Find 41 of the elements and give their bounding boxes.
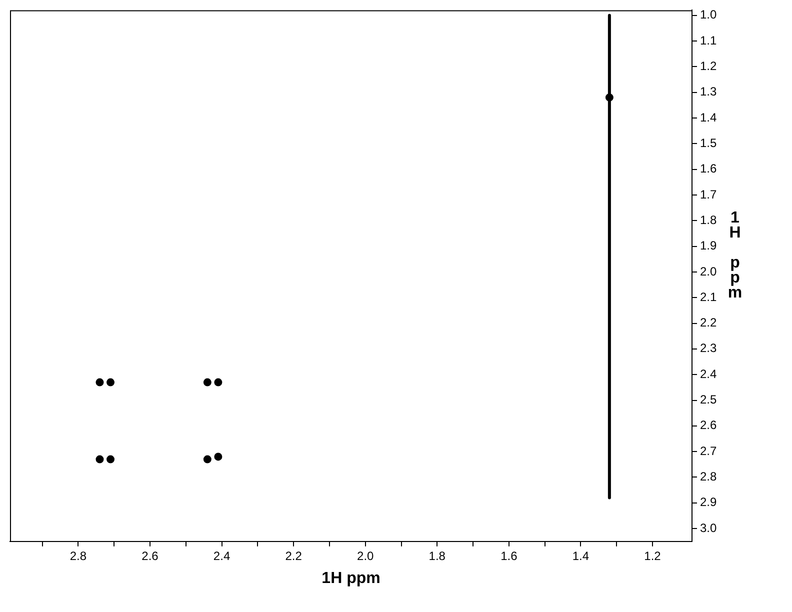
y-tick-label: 2.4 bbox=[700, 366, 718, 381]
y-tick-label: 1.1 bbox=[700, 33, 718, 48]
y-tick-label: 2.2 bbox=[700, 316, 718, 330]
point bbox=[214, 378, 222, 386]
x-tick-label: 1.2 bbox=[644, 548, 662, 563]
y-tick-label: 2.9 bbox=[700, 495, 718, 510]
y-tick-label: 1.4 bbox=[700, 110, 718, 124]
x-tick-label: 2.6 bbox=[142, 548, 159, 563]
y-tick-label: 1.9 bbox=[700, 238, 718, 253]
y-tick-label: 2.8 bbox=[700, 470, 718, 484]
y-tick-label: 1.2 bbox=[700, 58, 718, 73]
point bbox=[203, 378, 212, 386]
y-tick-label: 1.8 bbox=[700, 212, 718, 227]
point bbox=[203, 455, 212, 464]
y-tick-label: 2.0 bbox=[700, 264, 718, 278]
x-tick-label: 1.4 bbox=[572, 548, 590, 563]
point bbox=[214, 452, 222, 461]
y-tick-label: 1.7 bbox=[700, 187, 718, 202]
y-tick-label: 2.6 bbox=[700, 418, 718, 432]
y-tick-label: 2.5 bbox=[700, 392, 718, 407]
y-tick-label: 2.3 bbox=[700, 341, 718, 356]
x-tick-label: 2.2 bbox=[285, 548, 302, 563]
y-tick-label: 1.5 bbox=[700, 136, 718, 150]
y-tick-label: 1.6 bbox=[700, 162, 718, 176]
x-tick-label: 2.4 bbox=[213, 548, 230, 563]
point bbox=[106, 455, 115, 464]
y-tick-label: 2.7 bbox=[700, 444, 718, 458]
x-tick-label: 1.8 bbox=[428, 548, 446, 563]
x-axis-title: 1H ppm bbox=[322, 570, 380, 587]
y-tick-label: 1.3 bbox=[700, 84, 718, 99]
y-tick-label: 2.1 bbox=[700, 290, 718, 304]
point bbox=[106, 378, 115, 386]
y-tick-label: 3.0 bbox=[700, 520, 718, 535]
x-tick-label: 2.8 bbox=[70, 548, 87, 563]
point bbox=[96, 378, 104, 386]
point bbox=[605, 93, 614, 102]
point bbox=[96, 455, 104, 464]
x-tick-label: 1.6 bbox=[500, 548, 518, 563]
x-tick-label: 2.0 bbox=[357, 548, 374, 563]
y-axis-title: 1H ppm bbox=[728, 209, 742, 302]
y-tick-label: 1.0 bbox=[700, 8, 718, 22]
